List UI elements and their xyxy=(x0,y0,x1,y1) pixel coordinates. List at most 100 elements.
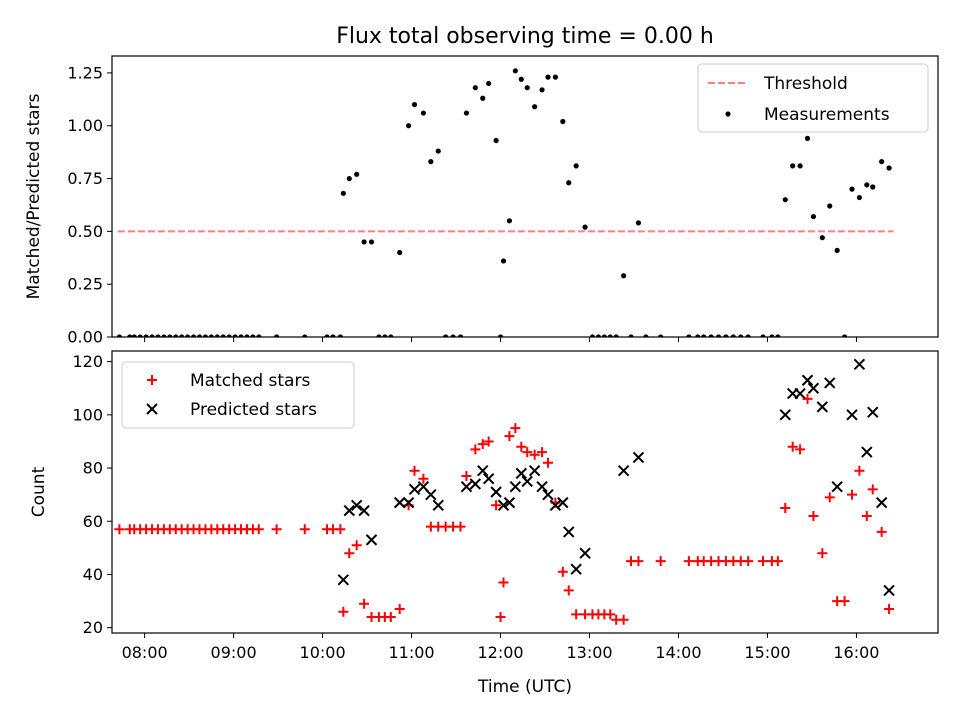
predicted-stars-point xyxy=(542,488,554,501)
matched-stars-point xyxy=(861,510,872,521)
measurement-point xyxy=(493,137,499,144)
measurement-point xyxy=(337,334,343,337)
matched-stars-point xyxy=(787,441,798,452)
matched-stars-point xyxy=(563,585,574,596)
predicted-stars-point xyxy=(497,499,510,512)
predicted-stars-point xyxy=(867,406,879,418)
matched-stars-point xyxy=(335,524,346,535)
matched-stars-point xyxy=(477,439,488,450)
matched-stars-point xyxy=(516,441,527,452)
measurement-point xyxy=(143,334,149,337)
matched-stars-point xyxy=(854,465,865,476)
measurement-point xyxy=(173,334,179,337)
chart-title: Flux total observing time = 0.00 h xyxy=(336,24,714,49)
predicted-stars-point xyxy=(402,496,415,509)
matched-stars-point xyxy=(114,524,125,535)
measurement-point xyxy=(738,334,744,337)
matched-stars-point xyxy=(867,484,878,495)
axes-frame xyxy=(111,350,939,634)
matched-stars-point xyxy=(491,500,502,511)
matched-stars-point xyxy=(455,521,466,532)
y-axis-label: Matched/Predicted stars xyxy=(24,93,44,299)
measurement-point xyxy=(354,171,360,177)
x-tick-label: 15:00 xyxy=(744,643,790,662)
y-tick-label: 0.00 xyxy=(67,328,103,347)
predicted-stars-point xyxy=(528,465,541,477)
legend-label: Threshold xyxy=(763,74,848,94)
y-tick-label: 1.00 xyxy=(67,116,103,135)
measurement-point xyxy=(428,159,434,165)
predicted-stars-point xyxy=(425,488,437,501)
measurement-point xyxy=(589,334,596,337)
measurement-point xyxy=(376,334,382,337)
predicted-stars-point xyxy=(579,547,591,559)
predicted-stars-point xyxy=(365,534,378,546)
measurement-point xyxy=(346,175,352,182)
predicted-stars-point xyxy=(515,467,528,480)
measurement-point xyxy=(506,218,513,224)
predicted-stars-point xyxy=(408,483,421,496)
predicted-stars-point xyxy=(536,480,548,493)
legend-predicted-swatch xyxy=(146,403,158,415)
series-matched-stars xyxy=(114,393,895,625)
measurement-point xyxy=(775,334,781,337)
measurement-point xyxy=(545,74,551,80)
measurement-point xyxy=(324,334,330,337)
matched-stars-point xyxy=(409,465,420,476)
measurement-point xyxy=(155,334,161,337)
measurement-point xyxy=(701,334,707,337)
predicted-stars-point xyxy=(853,358,866,371)
measurement-point xyxy=(635,220,642,226)
measurement-point xyxy=(149,334,155,337)
predicted-stars-point xyxy=(549,499,562,512)
x-axis-label: Time (UTC) xyxy=(477,677,572,697)
predicted-stars-point xyxy=(816,401,829,413)
y-tick-label: 0.75 xyxy=(67,169,103,188)
y-tick-label: 0.25 xyxy=(67,275,103,294)
y-tick-label: 80 xyxy=(83,459,103,478)
measurement-point xyxy=(202,334,209,337)
predicted-stars-point xyxy=(563,526,575,538)
series-measurements xyxy=(116,68,892,337)
matched-stars-point xyxy=(884,604,895,615)
matched-stars-point xyxy=(338,606,349,617)
measurement-point xyxy=(870,184,876,190)
measurement-point xyxy=(879,159,885,165)
measurement-point xyxy=(518,76,524,82)
x-tick-label: 08:00 xyxy=(122,643,168,662)
matched-stars-point xyxy=(655,556,666,567)
measurement-point xyxy=(137,334,143,337)
measurement-point xyxy=(405,123,412,129)
legend-label: Matched stars xyxy=(190,371,310,391)
measurement-point xyxy=(208,334,214,337)
matched-stars-point xyxy=(618,614,629,625)
measurement-point xyxy=(539,87,545,93)
measurement-point xyxy=(841,334,848,337)
measurement-point xyxy=(397,249,403,256)
measurement-point xyxy=(613,334,619,337)
predicted-stars-point xyxy=(557,496,569,509)
predicted-stars-point xyxy=(503,496,516,509)
matched-stars-point xyxy=(780,502,791,513)
predicted-stars-point xyxy=(875,496,888,509)
y-tick-label: 100 xyxy=(72,405,103,424)
measurement-point xyxy=(595,334,602,337)
y-axis-label: Count xyxy=(29,466,49,517)
measurement-point xyxy=(601,334,607,337)
measurement-point xyxy=(886,165,892,171)
predicted-stars-point xyxy=(570,563,582,575)
matched-stars-point xyxy=(571,609,582,620)
plot-area xyxy=(116,68,894,337)
matched-stars-point xyxy=(557,566,568,577)
matched-stars-point xyxy=(470,444,481,455)
measurement-point xyxy=(790,163,796,169)
measurement-point xyxy=(500,258,507,264)
measurement-point xyxy=(760,334,766,337)
predicted-stars-point xyxy=(490,486,502,498)
axes-frame xyxy=(111,55,939,338)
measurement-point xyxy=(819,235,825,241)
measurement-point xyxy=(480,95,486,101)
measurement-point xyxy=(361,239,367,245)
measurement-point xyxy=(450,334,456,337)
